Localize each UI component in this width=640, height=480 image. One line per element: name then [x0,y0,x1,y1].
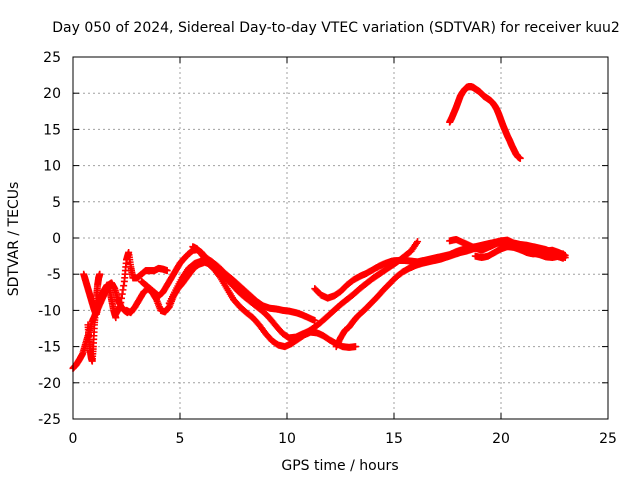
y-tick-label: 20 [43,86,61,102]
data-point [351,343,359,351]
data-point [96,270,104,278]
data-point [163,267,171,275]
y-tick-label: -25 [38,412,61,428]
y-tick-label: 15 [43,122,61,138]
grid-layer [73,57,608,419]
data-point [516,154,524,162]
chart-title: Day 050 of 2024, Sidereal Day-to-day VTE… [52,20,620,36]
data-point [559,250,567,258]
y-tick-label: 0 [52,231,61,247]
x-tick-label: 5 [176,431,185,447]
data-point [414,238,422,246]
x-tick-label: 10 [278,431,296,447]
y-tick-label: 10 [43,159,61,175]
series-track-13 [446,83,524,162]
data-layer [69,83,569,372]
data-point [311,317,319,325]
plot-frame [72,56,609,420]
x-tick-label: 25 [599,431,617,447]
x-tick-label: 0 [69,431,78,447]
y-tick-label: 25 [43,50,61,66]
y-tick-label: 5 [52,195,61,211]
x-axis-label: GPS time / hours [281,458,398,474]
series-track-3 [80,270,120,322]
y-tick-label: -5 [47,267,61,283]
axes-layer: 0 5 10 15 20 25 25 20 15 10 5 0 -5 -10 -15 -20 -25 [38,50,617,447]
x-tick-label: 15 [385,431,403,447]
y-tick-label: -10 [38,303,61,319]
series-track-4 [112,248,171,318]
y-axis-label: SDTVAR / TECUs [6,182,22,297]
series-track-2 [84,270,104,365]
y-tick-label: -20 [38,376,61,392]
y-tick-label: -15 [38,340,61,356]
x-tick-label: 20 [492,431,510,447]
series-track-12 [471,243,567,262]
